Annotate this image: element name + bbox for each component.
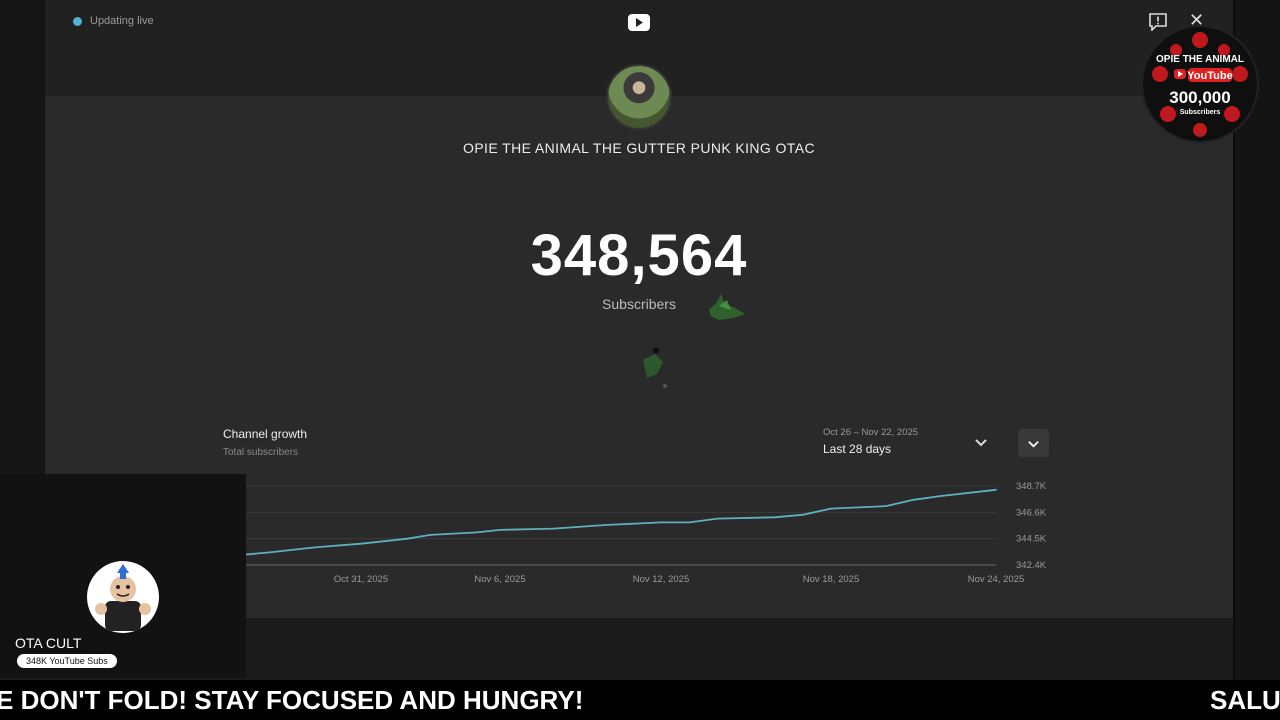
data-point bbox=[830, 507, 832, 510]
x-tick-label: Nov 12, 2025 bbox=[633, 574, 690, 585]
y-tick-label: 348.7K bbox=[1016, 481, 1047, 492]
x-tick-label: Nov 6, 2025 bbox=[474, 574, 525, 585]
chevron-down-icon[interactable] bbox=[973, 434, 989, 450]
badge-line1: OPIE THE ANIMAL bbox=[1156, 54, 1244, 65]
data-point bbox=[360, 542, 362, 545]
data-point bbox=[267, 551, 270, 554]
subscriber-count: 348,564 bbox=[530, 223, 748, 288]
streamer-avatar bbox=[87, 561, 159, 633]
glitch-effect bbox=[709, 294, 745, 320]
badge-line3: 300,000 bbox=[1169, 88, 1230, 107]
data-point bbox=[429, 534, 432, 536]
y-tick-label: 342.4K bbox=[1016, 560, 1047, 571]
series-line bbox=[245, 488, 997, 556]
news-ticker: E DON'T FOLD! STAY FOCUSED AND HUNGRY! S… bbox=[0, 680, 1280, 720]
badge-line4: Subscribers bbox=[1180, 109, 1221, 116]
data-point bbox=[716, 517, 719, 520]
x-tick-label: Nov 24, 2025 bbox=[968, 574, 1025, 585]
left-border bbox=[0, 0, 45, 475]
expand-button[interactable] bbox=[1018, 429, 1049, 457]
data-point bbox=[552, 527, 555, 530]
channel-name: OPIE THE ANIMAL THE GUTTER PUNK KING OTA… bbox=[463, 140, 815, 156]
data-point bbox=[476, 531, 478, 534]
chevron-down-icon bbox=[1028, 440, 1039, 448]
data-point bbox=[912, 499, 915, 501]
streamer-subs: 348K YouTube Subs bbox=[17, 654, 117, 668]
data-point bbox=[885, 505, 887, 507]
data-point bbox=[660, 521, 662, 524]
close-icon[interactable]: ✕ bbox=[1189, 10, 1205, 30]
streamer-name: OTA CULT bbox=[6, 633, 91, 653]
subscriber-label: Subscribers bbox=[602, 296, 676, 312]
y-tick-label: 344.5K bbox=[1016, 534, 1047, 545]
glitch-effect bbox=[643, 348, 667, 388]
channel-avatar bbox=[606, 64, 672, 130]
ticker-text: E DON'T FOLD! STAY FOCUSED AND HUNGRY! bbox=[0, 685, 584, 715]
live-status-text: Updating live bbox=[90, 15, 154, 27]
data-point bbox=[606, 524, 609, 526]
data-point bbox=[313, 546, 316, 549]
live-dot-icon bbox=[73, 16, 82, 26]
range-dates: Oct 26 – Nov 22, 2025 bbox=[823, 427, 919, 438]
data-point bbox=[406, 537, 409, 540]
data-point bbox=[940, 495, 942, 497]
ticker-text-next: SALU bbox=[1210, 685, 1280, 715]
live-status: Updating live bbox=[73, 15, 154, 27]
feedback-icon[interactable] bbox=[1148, 13, 1168, 31]
x-tick-label: Oct 31, 2025 bbox=[334, 574, 388, 585]
growth-chart: 348.7K 346.6K 344.5K 342.4K Oct 31, 2025 Nov … bbox=[245, 481, 1047, 585]
badge-line2: YouTube bbox=[1187, 70, 1232, 82]
x-tick-label: Nov 18, 2025 bbox=[803, 574, 860, 585]
youtube-logo-icon bbox=[628, 14, 650, 31]
growth-title: Channel growth bbox=[223, 427, 308, 441]
data-point bbox=[801, 514, 804, 516]
range-selector[interactable]: Last 28 days bbox=[823, 442, 892, 456]
data-point bbox=[688, 521, 691, 524]
data-point bbox=[499, 529, 501, 531]
y-tick-label: 346.6K bbox=[1016, 507, 1047, 518]
data-point bbox=[773, 516, 776, 519]
data-point bbox=[995, 489, 997, 491]
growth-subtitle: Total subscribers bbox=[223, 447, 299, 458]
milestone-badge: OPIE THE ANIMAL YouTube 300,000 Subscrib… bbox=[1141, 25, 1259, 143]
